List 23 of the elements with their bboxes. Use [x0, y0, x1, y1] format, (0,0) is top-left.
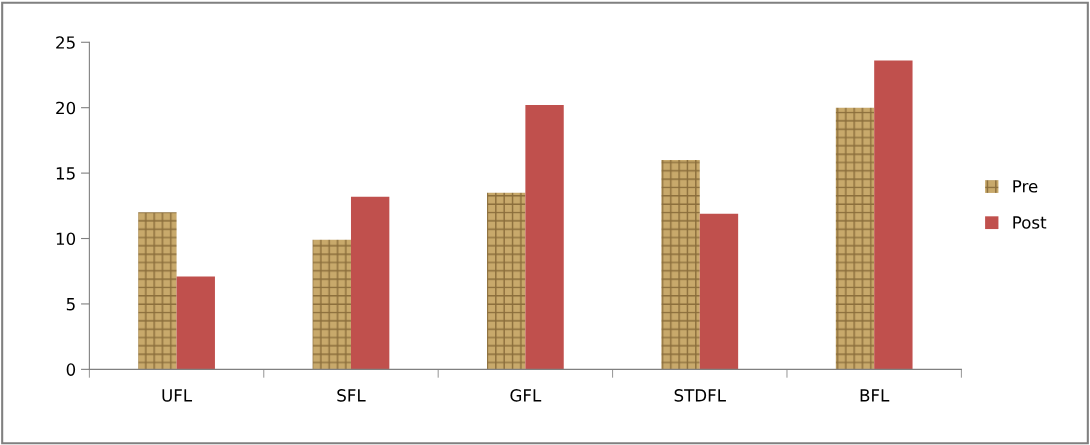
bar: [525, 105, 564, 370]
legend-label: Post: [1013, 216, 1047, 229]
x-tick-label: UFL: [162, 389, 193, 402]
x-tick-label: SFL: [337, 389, 366, 402]
x-tick-label: GFL: [510, 389, 542, 402]
y-tick-label: 5: [66, 298, 75, 311]
bar: [176, 276, 215, 370]
x-tick-label: STDFL: [674, 389, 726, 402]
y-tick-label: 20: [56, 101, 76, 115]
y-tick-label: 10: [56, 232, 76, 246]
legend-label: Pre: [1013, 180, 1038, 193]
bar: [699, 213, 739, 370]
bar: [835, 107, 875, 370]
y-tick-label: 0: [66, 363, 76, 376]
bar: [312, 239, 351, 370]
bar: [874, 60, 913, 370]
y-tick-label: 15: [56, 167, 75, 180]
y-tick-label: 25: [56, 36, 75, 49]
bar: [138, 212, 177, 370]
x-tick-label: BFL: [860, 389, 890, 402]
bar: [350, 196, 390, 370]
bar: [661, 160, 700, 370]
bar: [487, 192, 526, 370]
